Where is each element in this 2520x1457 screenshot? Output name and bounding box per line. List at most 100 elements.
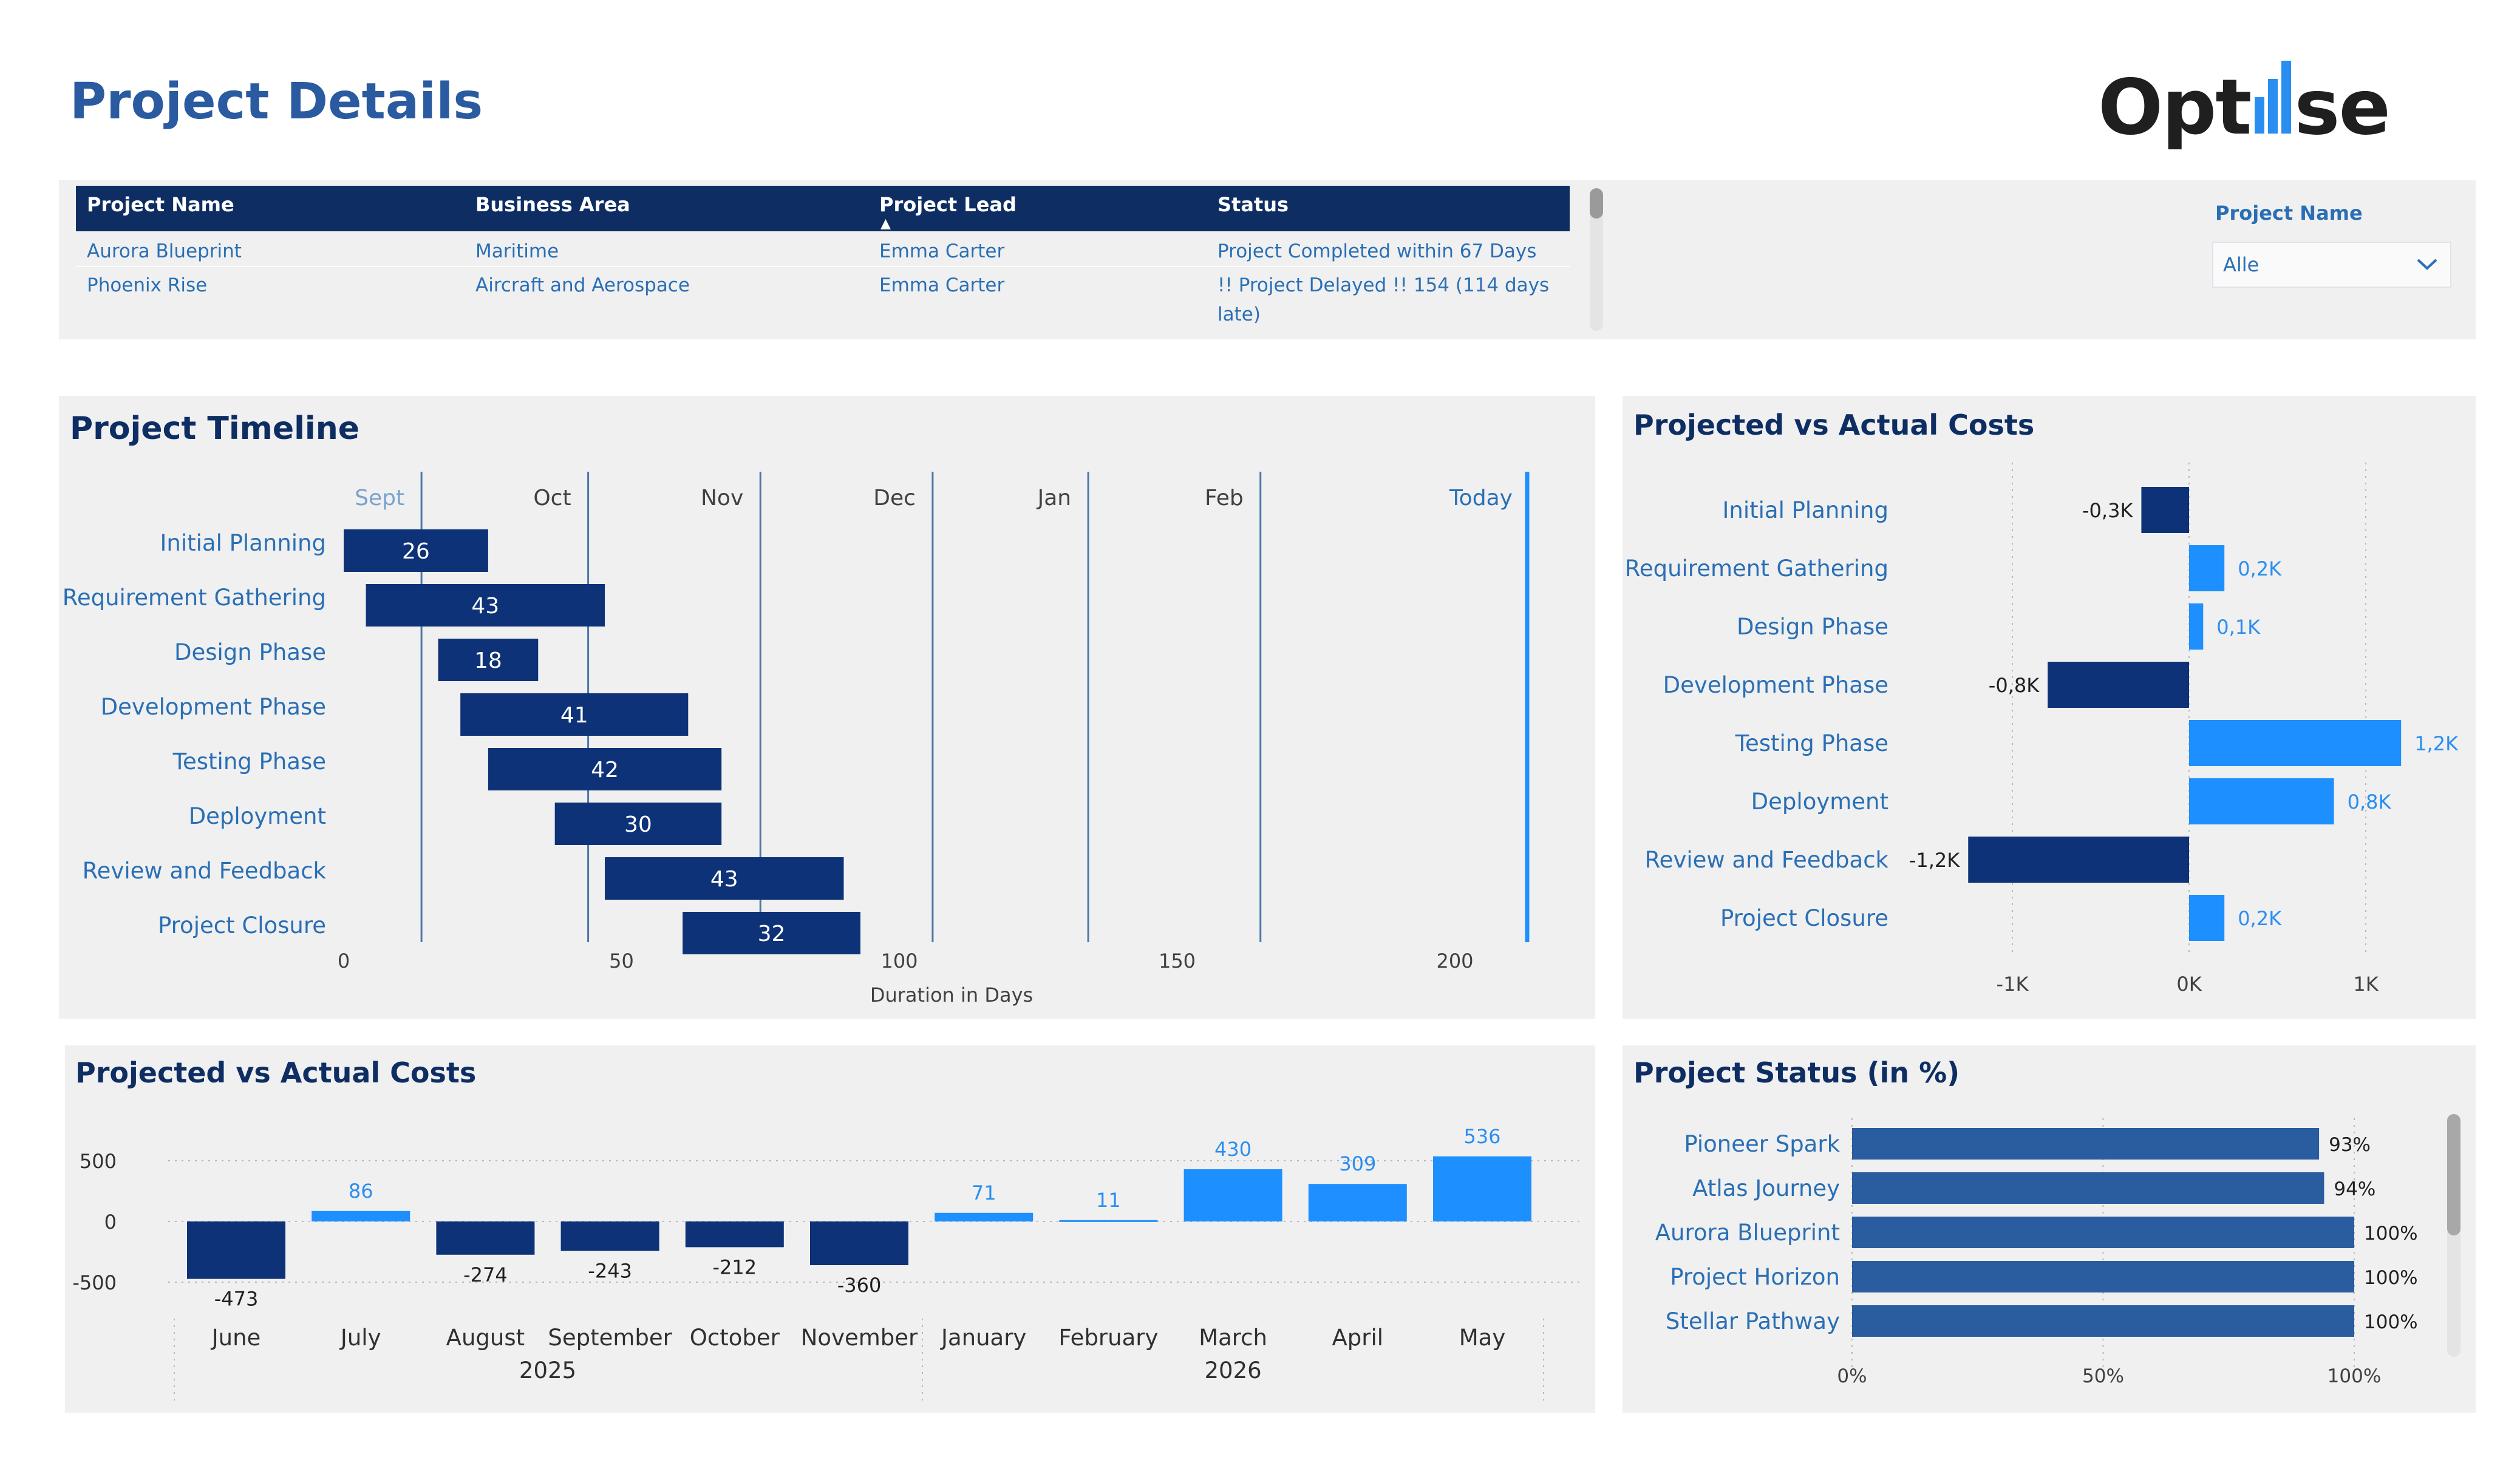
cost-bar (2141, 487, 2189, 533)
cost-chart: Initial Planning -0,3K Requirement Gatheri… (1625, 463, 2459, 996)
gantt-bar-label: 26 (402, 539, 430, 564)
status-chart: Pioneer Spark 93% Atlas Journey 94% Aurora B… (1655, 1118, 2418, 1387)
page-title: Project Details (70, 73, 483, 131)
monthly-bar (935, 1212, 1034, 1221)
month-label: Dec (873, 486, 916, 511)
gantt-bar-label: 42 (591, 758, 619, 783)
gantt-bar (366, 584, 605, 627)
gantt-bar (554, 803, 722, 845)
phase-label: Design Phase (174, 639, 326, 665)
phase-label: Testing Phase (1735, 730, 1888, 756)
gantt-bar-label: 18 (474, 648, 502, 673)
x-tick-label: 100% (2328, 1365, 2382, 1387)
monthly-bar (1433, 1156, 1531, 1221)
y-tick-label: 0 (104, 1211, 117, 1234)
month-tick-label: July (339, 1325, 381, 1351)
cost-value-label: 0,1K (2216, 616, 2261, 639)
project-label: Aurora Blueprint (1655, 1220, 1840, 1246)
logo-text-right: se (2294, 63, 2391, 152)
gantt-bar-label: 30 (624, 812, 652, 837)
y-tick-label: -500 (72, 1271, 117, 1294)
phase-label: Testing Phase (172, 749, 326, 775)
phase-label: Project Closure (158, 912, 326, 939)
x-tick-label: 0% (1837, 1365, 1867, 1387)
project-name-dropdown[interactable]: Alle (2212, 242, 2451, 288)
cell-project-name[interactable]: Aurora Blueprint (87, 240, 242, 262)
cost-bar (2189, 720, 2402, 766)
dropdown-value: Alle (2223, 253, 2259, 276)
status-value-label: 94% (2334, 1178, 2375, 1200)
x-tick-label: 1K (2353, 973, 2379, 996)
cost-value-label: 1,2K (2414, 732, 2459, 755)
status-value-label: 100% (2364, 1223, 2418, 1245)
x-axis-title: Duration in Days (870, 983, 1033, 1007)
monthly-bar (312, 1211, 410, 1221)
cell-business-area: Maritime (475, 240, 559, 262)
monthly-value-label: -212 (712, 1255, 757, 1279)
monthly-bar (560, 1221, 659, 1251)
month-tick-label: October (690, 1325, 780, 1351)
x-tick-label: 150 (1159, 949, 1196, 973)
month-tick-label: November (801, 1325, 918, 1351)
x-tick-label: 0 (338, 949, 350, 973)
year-label: 2026 (1205, 1357, 1262, 1384)
x-tick-label: -1K (1997, 973, 2029, 996)
month-tick-label: April (1332, 1325, 1384, 1351)
scrollbar-thumb[interactable] (1590, 188, 1603, 219)
col-project-lead[interactable]: Project Lead (879, 193, 1017, 216)
table-scrollbar[interactable] (1590, 188, 1603, 331)
logo-text-left: Opt (2098, 63, 2252, 152)
project-label: Pioneer Spark (1684, 1131, 1840, 1157)
monthly-value-label: 11 (1096, 1189, 1121, 1212)
status-title: Project Status (in %) (1633, 1056, 1960, 1089)
gantt-bar (438, 639, 539, 681)
x-tick-label: 200 (1436, 949, 1473, 973)
cost-title: Projected vs Actual Costs (1633, 409, 2035, 441)
monthly-value-label: 71 (972, 1181, 996, 1204)
month-tick-label: September (548, 1325, 672, 1351)
gantt-bar (605, 857, 844, 900)
status-scrollbar[interactable] (2447, 1114, 2460, 1357)
cost-value-label: 0,2K (2238, 907, 2282, 930)
monthly-bar (1183, 1169, 1282, 1221)
cell-project-name[interactable]: Phoenix Rise (87, 274, 208, 296)
company-logo: Opt se (2098, 61, 2391, 152)
scrollbar-thumb[interactable] (2447, 1114, 2460, 1235)
status-bar (1852, 1217, 2354, 1248)
x-tick-label: 0K (2176, 973, 2202, 996)
today-label: Today (1449, 486, 1513, 511)
monthly-value-label: -360 (837, 1274, 882, 1297)
monthly-bar (685, 1221, 784, 1248)
month-label: Oct (533, 486, 571, 511)
col-business-area[interactable]: Business Area (475, 193, 630, 216)
col-status[interactable]: Status (1217, 193, 1289, 216)
x-tick-label: 50% (2082, 1365, 2124, 1387)
gantt-bar (683, 912, 860, 954)
phase-label: Review and Feedback (1645, 847, 1889, 873)
phase-label: Deployment (1751, 789, 1888, 815)
timeline-title: Project Timeline (70, 410, 360, 447)
month-label: Nov (701, 486, 743, 511)
row-divider (76, 266, 1570, 267)
year-label: 2025 (519, 1357, 576, 1384)
gantt-bar-label: 41 (560, 703, 588, 728)
col-project-name[interactable]: Project Name (87, 193, 234, 216)
status-bar (1852, 1128, 2320, 1160)
phase-label: Design Phase (1737, 614, 1888, 640)
cell-status: Project Completed within 67 Days (1217, 240, 1537, 262)
cell-project-lead: Emma Carter (879, 274, 1005, 296)
phase-label: Requirement Gathering (1625, 555, 1888, 582)
monthly-value-label: 86 (349, 1180, 373, 1203)
monthly-value-label: 536 (1463, 1125, 1500, 1148)
cost-bar (2189, 895, 2225, 941)
monthly-bar (1059, 1220, 1158, 1222)
y-tick-label: 500 (80, 1150, 117, 1173)
monthly-bar (1308, 1184, 1407, 1221)
monthly-chart: 500 0 -500 -473 June 86 July -274 August -243 Sept… (72, 1125, 1583, 1401)
gantt-bar-label: 43 (710, 867, 738, 892)
x-tick-label: 50 (609, 949, 634, 973)
monthly-title: Projected vs Actual Costs (75, 1056, 477, 1089)
phase-label: Development Phase (1663, 672, 1888, 698)
cost-value-label: 0,2K (2238, 557, 2282, 580)
monthly-value-label: 309 (1339, 1152, 1376, 1175)
